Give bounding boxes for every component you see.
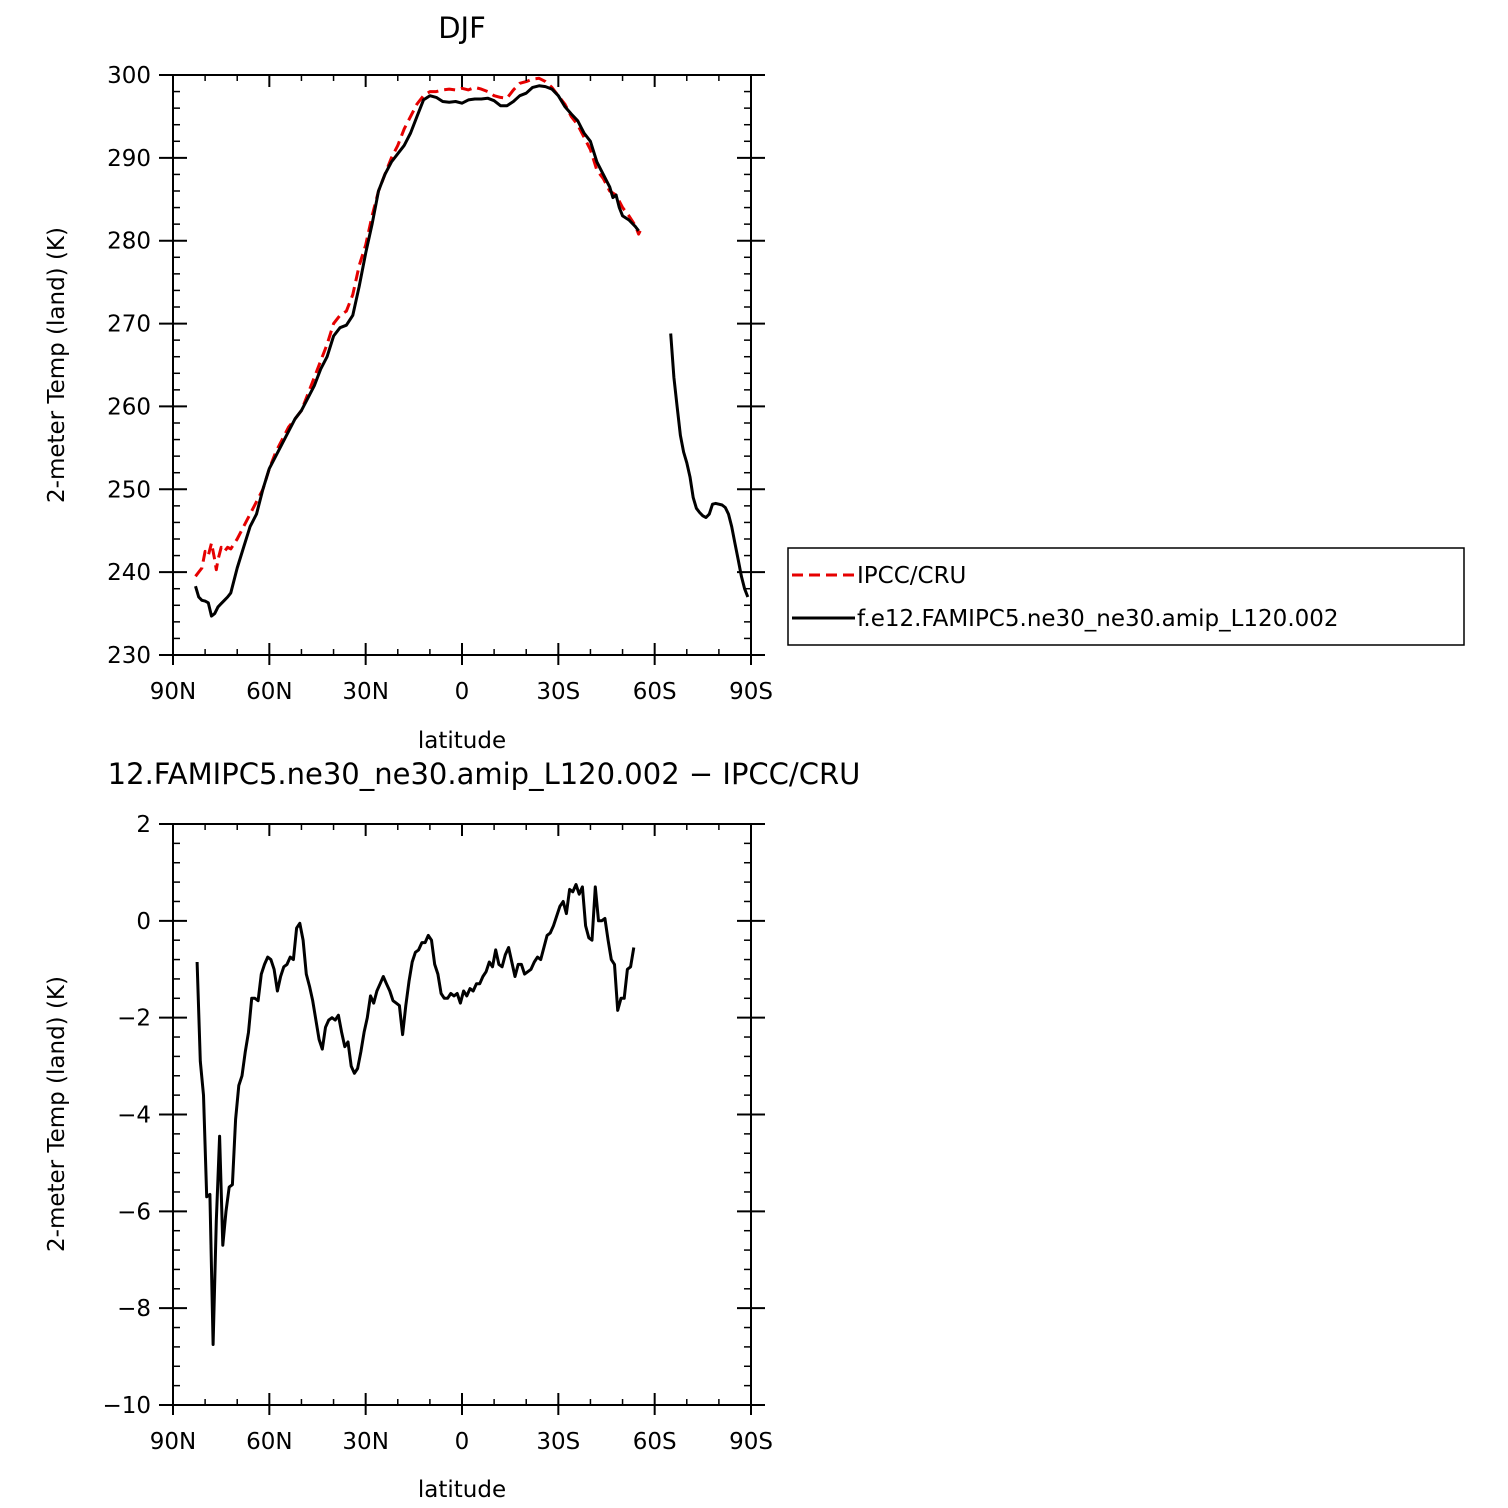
top-y-tick-label: 260 [107, 394, 151, 420]
top-series-line-1 [669, 333, 750, 598]
top-y-tick-label: 250 [107, 477, 151, 503]
bottom-x-axis-label: latitude [418, 1477, 506, 1503]
bottom-y-tick-label: 0 [136, 909, 151, 935]
top-y-tick-label: 280 [107, 229, 151, 255]
bottom-plot-frame [172, 823, 752, 1406]
top-x-tick-label: 60S [633, 679, 677, 705]
legend-label-ipcc-cru: IPCC/CRU [857, 563, 966, 589]
top-y-tick-label: 240 [107, 560, 151, 586]
top-x-tick-label: 90N [150, 679, 196, 705]
top-x-tick-label: 90S [729, 679, 773, 705]
bottom-x-tick-label: 90N [150, 1429, 196, 1455]
top-y-tick-label: 300 [107, 63, 151, 89]
bottom-y-tick-label: −4 [117, 1103, 151, 1129]
bottom-y-tick-label: −2 [117, 1006, 151, 1032]
bottom-axis-ticks: 90N 60N 30N 0 30S 60S 90S −10 −8 −6 −4 −2 0 2 [102, 812, 772, 1455]
legend: IPCC/CRU f.e12.FAMIPC5.ne30_ne30.amip_L1… [787, 547, 1465, 646]
bottom-chart-title: 12.FAMIPC5.ne30_ne30.amip_L120.002 − IPC… [108, 757, 861, 791]
legend-label-model: f.e12.FAMIPC5.ne30_ne30.amip_L120.002 [857, 606, 1339, 632]
top-series-line-0 [194, 76, 642, 578]
bottom-x-tick-label: 0 [455, 1429, 470, 1455]
top-x-axis-label: latitude [418, 728, 506, 754]
top-x-tick-label: 60N [246, 679, 292, 705]
bottom-y-tick-label: 2 [136, 812, 151, 838]
bottom-x-tick-label: 90S [729, 1429, 773, 1455]
top-x-tick-label: 0 [455, 679, 470, 705]
bottom-y-tick-label: −10 [102, 1393, 151, 1419]
bottom-series-line-0 [195, 883, 636, 1346]
top-axis-ticks: 90N 60N 30N 0 30S 60S 90S 230 240 250 260 270 280 290… [107, 63, 773, 705]
top-y-tick-label: 290 [107, 146, 151, 172]
bottom-y-tick-label: −8 [117, 1296, 151, 1322]
legend-box [787, 547, 1465, 646]
bottom-x-tick-label: 30S [536, 1429, 580, 1455]
bottom-x-tick-label: 30N [342, 1429, 388, 1455]
bottom-x-tick-label: 60N [246, 1429, 292, 1455]
bottom-x-tick-label: 60S [633, 1429, 677, 1455]
top-plot-series [194, 76, 750, 618]
bottom-y-axis-label: 2-meter Temp (land) (K) [44, 976, 70, 1252]
top-y-tick-label: 270 [107, 312, 151, 338]
top-plot-frame [172, 74, 752, 656]
top-y-axis-label: 2-meter Temp (land) (K) [44, 227, 70, 503]
top-series-line-1 [194, 84, 640, 618]
top-panel: DJF 90N 60N 30N 0 30S 60S 90S 230 240 250 260 270 28… [44, 11, 773, 754]
bottom-plot-series [195, 883, 636, 1346]
top-chart-title: DJF [438, 11, 486, 45]
top-x-tick-label: 30S [536, 679, 580, 705]
top-y-tick-label: 230 [107, 643, 151, 669]
top-x-tick-label: 30N [342, 679, 388, 705]
bottom-panel: 12.FAMIPC5.ne30_ne30.amip_L120.002 − IPC… [44, 757, 860, 1503]
bottom-y-tick-label: −6 [117, 1199, 151, 1225]
